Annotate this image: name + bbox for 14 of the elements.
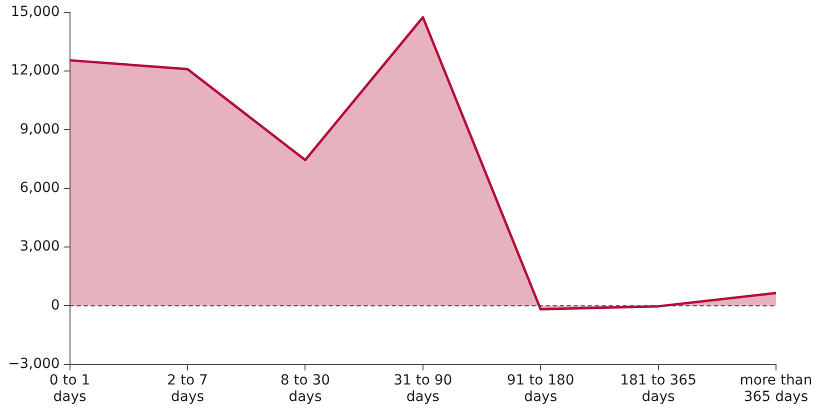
x-tick-label: 91 to 180 days xyxy=(506,372,574,406)
y-tick-label: 0 xyxy=(50,297,60,314)
y-tick-label: 15,000 xyxy=(10,4,60,20)
y-tick-label: 9,000 xyxy=(20,121,60,138)
y-tick-label: 12,000 xyxy=(10,62,60,79)
y-tick-label: −3,000 xyxy=(8,356,60,372)
x-tick-label: 181 to 365 days xyxy=(620,372,697,406)
y-tick-label: 3,000 xyxy=(20,238,60,255)
x-tick-label: more than 365 days xyxy=(740,372,812,406)
x-tick-label: 8 to 30 days xyxy=(280,372,330,406)
x-tick-label: 0 to 1 days xyxy=(49,372,90,406)
x-tick-label: 31 to 90 days xyxy=(394,372,452,406)
x-tick-label: 2 to 7 days xyxy=(167,372,208,406)
y-tick-label: 6,000 xyxy=(20,180,60,196)
